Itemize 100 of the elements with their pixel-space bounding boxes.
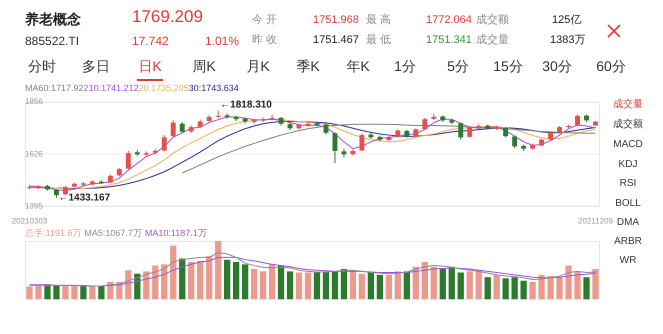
text: 30分 [542, 58, 572, 74]
text: 1751.968 [313, 14, 359, 26]
bar [358, 274, 366, 300]
bar [412, 266, 419, 300]
candlestick [458, 122, 464, 140]
text: 1751.341 [426, 34, 472, 46]
bar [278, 266, 284, 300]
text: BOLL [615, 198, 641, 209]
text: MA10:1187.1万 [144, 228, 207, 238]
text: DMA [616, 217, 640, 228]
text: 成交额 [476, 14, 509, 26]
bar [26, 286, 33, 300]
y-tick-label: 1395 [25, 202, 44, 211]
bar [62, 286, 69, 300]
bar [116, 282, 122, 300]
annotation: ←1818.310 [220, 99, 272, 110]
text: 多日 [82, 58, 110, 74]
bar [547, 276, 554, 300]
bar [224, 260, 230, 300]
bar [386, 274, 392, 300]
text: 1772.064 [426, 14, 472, 26]
bar [206, 256, 212, 300]
candlestick [512, 135, 518, 149]
text: 最 高 [366, 14, 392, 26]
text: 5分 [447, 58, 469, 74]
bar [556, 277, 563, 300]
candlestick [180, 121, 185, 134]
text: 1769.209 [132, 7, 203, 26]
chart-title: 养老概念 [25, 11, 81, 27]
annotation: ←1433.167 [58, 192, 111, 204]
text: 月K [246, 58, 270, 74]
bar [592, 269, 599, 300]
text: MA60:1717.922 [25, 83, 89, 93]
text: 1.01% [205, 34, 240, 48]
text: 60分 [596, 58, 626, 74]
bar [502, 278, 509, 300]
x-tick-label: 20211209 [578, 216, 614, 226]
bar [422, 262, 428, 300]
candlestick [359, 132, 364, 152]
bar [197, 260, 204, 300]
bar [161, 264, 168, 300]
bar [484, 277, 491, 300]
bar [215, 241, 222, 300]
bar [125, 270, 132, 300]
text: KDJ [618, 159, 638, 170]
bar [268, 264, 276, 300]
candlestick [162, 134, 167, 152]
bar [583, 277, 590, 300]
text: 10:1741.212 [88, 83, 139, 93]
bar [179, 258, 186, 300]
bar [322, 271, 330, 300]
bar [152, 266, 158, 300]
bar [260, 271, 266, 300]
text: 总手:1191.6万 [25, 228, 82, 238]
text: 1751.467 [313, 34, 359, 46]
text: 125亿 [552, 14, 582, 26]
bar [232, 262, 240, 300]
candlestick [503, 126, 508, 138]
bar [430, 266, 437, 300]
chart-subtitle: 885522.TI [25, 34, 80, 48]
text: WR [620, 255, 636, 266]
bar [296, 272, 302, 300]
bar [394, 271, 401, 300]
bar [440, 269, 446, 300]
text: 20:1735.205 [138, 83, 189, 93]
bar [89, 286, 96, 300]
text: 1分 [394, 58, 416, 74]
candlestick [413, 128, 418, 138]
text: 1383万 [550, 34, 586, 46]
bar [170, 246, 176, 300]
bar [134, 274, 140, 300]
text: 今 开 [252, 14, 278, 26]
bar [376, 274, 384, 300]
bar [332, 271, 338, 300]
text: 年K [346, 58, 370, 74]
text: MACD [613, 139, 643, 150]
text: 分时 [28, 58, 56, 74]
bar [286, 271, 294, 300]
bar [404, 271, 410, 300]
bar [529, 282, 536, 300]
bar [458, 272, 464, 300]
bar [188, 262, 194, 300]
bar [250, 269, 258, 300]
candlestick [126, 150, 131, 170]
text: 17.742 [132, 34, 169, 48]
bar [368, 272, 374, 300]
candlestick [575, 114, 580, 127]
x-tick-label: 20210303 [12, 216, 48, 226]
text: 成交额 [613, 119, 643, 130]
candlestick [324, 122, 328, 136]
bar [512, 277, 518, 300]
bar [314, 272, 320, 300]
text: ARBR [614, 236, 642, 247]
candlestick [170, 120, 176, 138]
text: 日K [138, 58, 162, 74]
bar [520, 280, 527, 300]
bar [304, 272, 312, 300]
candlestick [467, 126, 472, 138]
y-tick-label: 1626 [25, 149, 44, 158]
y-tick-label: 1856 [25, 97, 44, 106]
